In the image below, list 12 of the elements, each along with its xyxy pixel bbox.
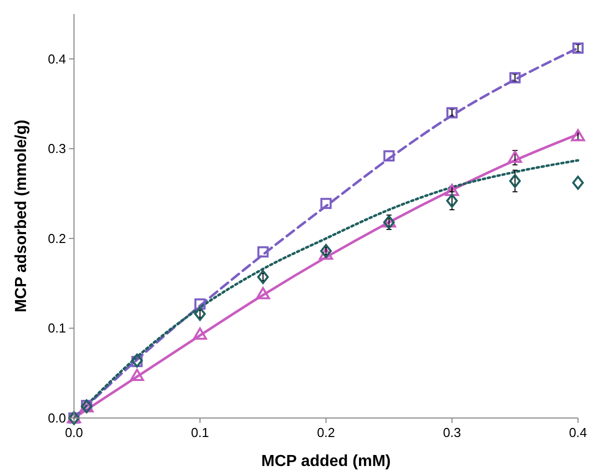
y-tick-label: 0.3 [48,141,66,156]
y-tick-label: 0.0 [48,410,66,426]
y-tick-label: 0.1 [48,320,66,336]
x-axis-title: MCP added (mM) [261,453,391,470]
x-tick-label: 0.3 [442,425,462,440]
y-tick-label: 0.4 [48,51,66,66]
y-axis-title: MCP adsorbed (mmole/g) [13,120,30,312]
x-tick-label: 0.1 [190,425,210,440]
x-tick-label: 0.0 [64,425,84,440]
x-tick-label: 0.2 [316,425,336,440]
y-tick-label: 0.2 [48,230,66,246]
x-tick-label: 0.4 [568,425,588,440]
